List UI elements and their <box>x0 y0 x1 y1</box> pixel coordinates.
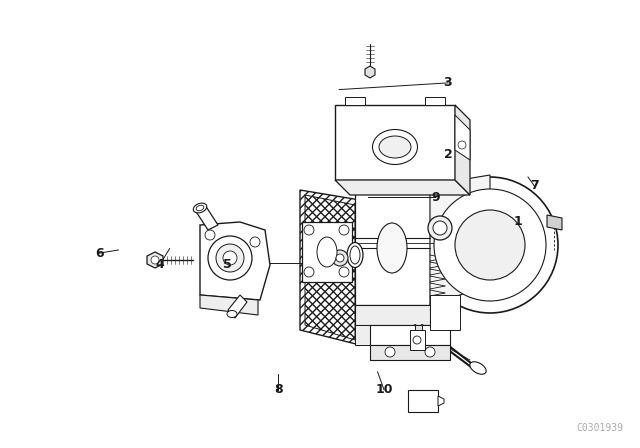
Ellipse shape <box>470 362 486 374</box>
Polygon shape <box>335 105 455 180</box>
Polygon shape <box>370 345 450 360</box>
Polygon shape <box>302 222 352 282</box>
Circle shape <box>304 225 314 235</box>
Circle shape <box>304 267 314 277</box>
Text: 8: 8 <box>274 383 283 396</box>
Circle shape <box>223 251 237 265</box>
Circle shape <box>425 347 435 357</box>
Polygon shape <box>415 325 422 335</box>
Polygon shape <box>365 66 375 78</box>
Text: 2: 2 <box>444 148 452 161</box>
Text: 6: 6 <box>95 246 104 260</box>
Text: 4: 4 <box>156 258 164 271</box>
Text: 10: 10 <box>375 383 393 396</box>
Polygon shape <box>455 105 470 195</box>
Circle shape <box>428 216 452 240</box>
Polygon shape <box>547 215 562 230</box>
Polygon shape <box>355 185 430 305</box>
Polygon shape <box>200 295 258 315</box>
Polygon shape <box>345 97 365 105</box>
Text: 1: 1 <box>514 215 523 228</box>
Circle shape <box>216 244 244 272</box>
Circle shape <box>332 250 348 266</box>
Circle shape <box>336 254 344 262</box>
Polygon shape <box>438 396 444 406</box>
Circle shape <box>250 237 260 247</box>
Polygon shape <box>335 180 470 195</box>
Text: 3: 3 <box>444 76 452 90</box>
Polygon shape <box>408 390 438 412</box>
Polygon shape <box>370 325 450 345</box>
Circle shape <box>151 256 159 264</box>
Polygon shape <box>300 190 360 345</box>
Polygon shape <box>425 97 445 105</box>
Polygon shape <box>228 295 247 318</box>
Text: C0301939: C0301939 <box>577 423 623 433</box>
Ellipse shape <box>196 205 204 211</box>
Circle shape <box>458 141 466 149</box>
Ellipse shape <box>350 246 360 264</box>
Polygon shape <box>195 205 218 230</box>
Text: 5: 5 <box>223 258 232 271</box>
Polygon shape <box>430 295 460 330</box>
Circle shape <box>339 225 349 235</box>
Polygon shape <box>355 305 430 325</box>
Text: 7: 7 <box>530 179 539 193</box>
Ellipse shape <box>317 237 337 267</box>
Polygon shape <box>430 175 490 305</box>
Circle shape <box>339 267 349 277</box>
Ellipse shape <box>347 242 363 267</box>
Polygon shape <box>355 325 430 345</box>
Text: 9: 9 <box>431 190 440 204</box>
Circle shape <box>433 221 447 235</box>
Circle shape <box>434 189 546 301</box>
Ellipse shape <box>377 223 407 273</box>
Circle shape <box>208 236 252 280</box>
Polygon shape <box>455 115 470 160</box>
Circle shape <box>455 210 525 280</box>
Ellipse shape <box>193 203 207 213</box>
Ellipse shape <box>227 310 237 318</box>
Ellipse shape <box>379 136 411 158</box>
Polygon shape <box>147 252 163 268</box>
Ellipse shape <box>372 129 417 164</box>
Circle shape <box>422 177 558 313</box>
Circle shape <box>413 336 421 344</box>
Circle shape <box>205 230 215 240</box>
Polygon shape <box>200 222 270 300</box>
Polygon shape <box>410 330 425 350</box>
Circle shape <box>385 347 395 357</box>
